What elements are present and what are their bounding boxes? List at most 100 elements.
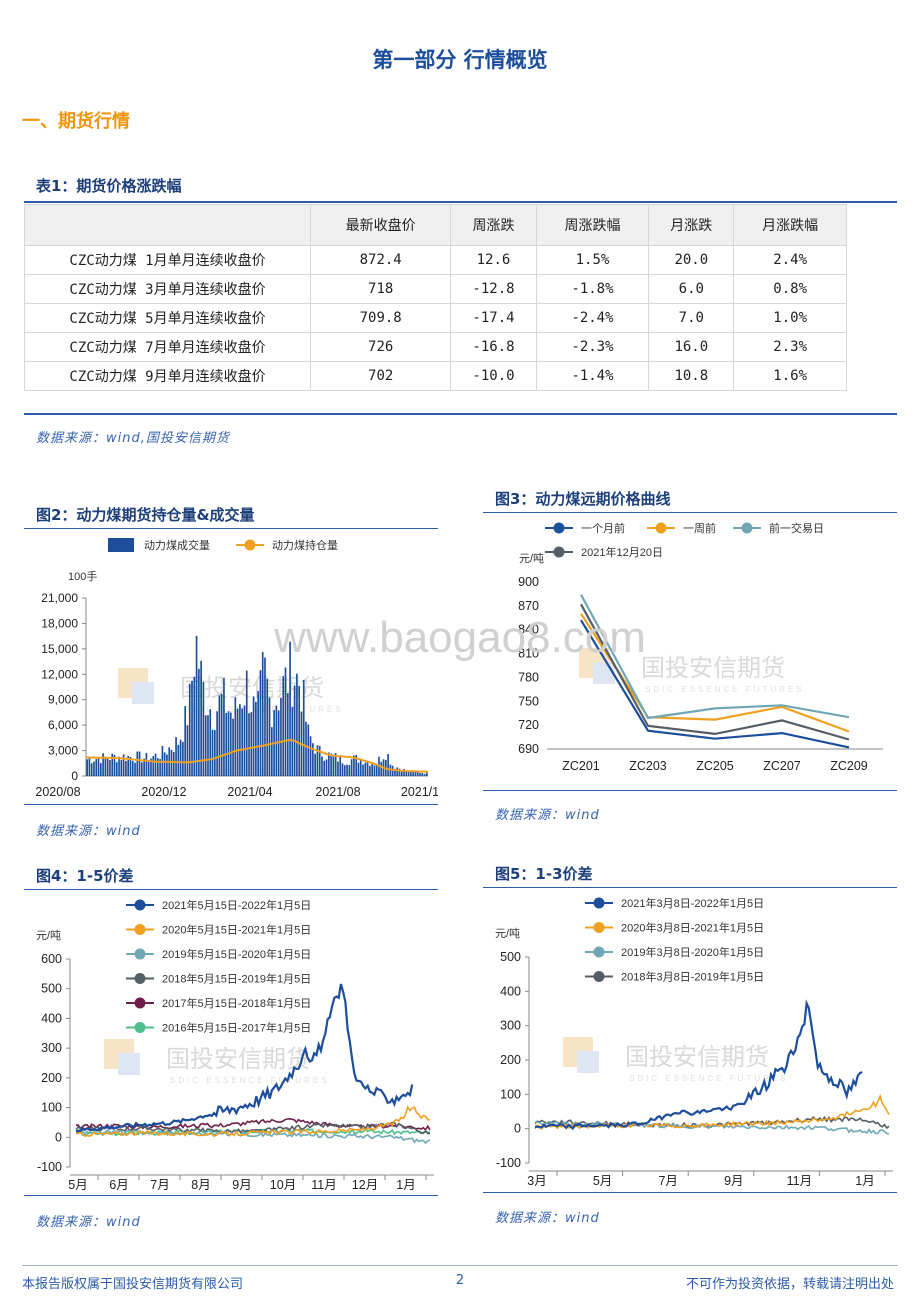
table-cell: -17.4 bbox=[450, 303, 537, 333]
legend-label: 2021年3月8日-2022年1月5日 bbox=[621, 896, 764, 910]
legend-marker bbox=[134, 1022, 146, 1033]
legend-label: 2017年5月15日-2018年1月5日 bbox=[162, 996, 311, 1010]
watermark-company-en: SDIC ESSENCE FUTURES bbox=[629, 1074, 789, 1083]
fig3-chart: 国投安信期货 SDIC ESSENCE FUTURES 一个月前 一周前 前一交易日 20… bbox=[518, 521, 883, 773]
volume-bar bbox=[407, 770, 410, 776]
volume-bar bbox=[245, 670, 248, 776]
volume-bar bbox=[229, 712, 232, 776]
legend-marker bbox=[593, 897, 605, 909]
volume-bar bbox=[172, 752, 175, 776]
volume-bar bbox=[375, 764, 378, 776]
x-tick-label: 2021/1 bbox=[401, 785, 438, 799]
table-cell: 1.6% bbox=[733, 361, 847, 391]
volume-bar bbox=[309, 736, 312, 776]
volume-bar bbox=[350, 759, 353, 776]
volume-bar bbox=[353, 755, 355, 776]
table-cell: -1.8% bbox=[535, 274, 650, 304]
price-change-table: 最新收盘价 周涨跌 周涨跌幅 月涨跌 月涨跌幅 CZC动力煤 1月单月连续收盘价… bbox=[24, 204, 847, 391]
volume-bar bbox=[264, 657, 266, 776]
watermark-company: 国投安信期货 bbox=[625, 1044, 769, 1071]
volume-bar bbox=[305, 721, 307, 776]
legend-marker bbox=[134, 899, 146, 911]
page-number: 2 bbox=[455, 1273, 465, 1288]
volume-bar bbox=[186, 725, 189, 776]
x-tick-label: 8月 bbox=[191, 1178, 210, 1192]
y-tick-label: 12,000 bbox=[41, 667, 78, 681]
volume-bar bbox=[109, 760, 111, 776]
table-header-cell bbox=[24, 204, 311, 246]
volume-bar bbox=[298, 686, 301, 776]
x-tick-label: 2021/04 bbox=[227, 785, 272, 799]
table-cell: -12.8 bbox=[450, 274, 537, 304]
volume-bar bbox=[387, 753, 389, 776]
series-line bbox=[75, 1127, 431, 1137]
y-tick-label: 0 bbox=[71, 769, 78, 783]
volume-bar bbox=[202, 681, 205, 776]
legend-label: 2019年5月15日-2020年1月5日 bbox=[162, 947, 311, 961]
volume-bar bbox=[339, 755, 342, 776]
volume-bar bbox=[284, 667, 287, 776]
legend-marker bbox=[593, 946, 605, 958]
y-tick-label: 780 bbox=[518, 670, 539, 684]
watermark-logo-square bbox=[132, 682, 154, 704]
legend-marker bbox=[134, 924, 146, 935]
y-tick-label: 0 bbox=[514, 1122, 521, 1136]
fig4-source: 数据来源：wind bbox=[36, 1215, 141, 1230]
fig4-top-rule bbox=[24, 889, 438, 890]
volume-bar bbox=[216, 711, 218, 776]
table-header-cell: 月涨跌 bbox=[648, 204, 735, 246]
x-tick-label: 3月 bbox=[527, 1174, 546, 1188]
volume-bar bbox=[131, 761, 134, 776]
volume-bar bbox=[321, 756, 323, 776]
fig2-top-rule bbox=[24, 528, 438, 529]
table-cell: 16.0 bbox=[648, 332, 735, 362]
x-tick-label: 5月 bbox=[68, 1178, 87, 1192]
volume-bar bbox=[177, 744, 180, 776]
volume-bar bbox=[421, 773, 424, 776]
fig5-top-rule bbox=[483, 887, 897, 888]
x-tick-label: 11月 bbox=[311, 1178, 336, 1192]
table-cell: 2.4% bbox=[733, 245, 847, 275]
fig4-title: 图4：1-5价差 bbox=[36, 867, 134, 885]
volume-bar bbox=[296, 673, 298, 776]
table-cell: -1.4% bbox=[535, 361, 650, 391]
y-tick-label: 6,000 bbox=[48, 718, 78, 732]
table-header-row: 最新收盘价 周涨跌 周涨跌幅 月涨跌 月涨跌幅 bbox=[24, 204, 847, 246]
x-tick-label: 7月 bbox=[658, 1174, 677, 1188]
footer-copyright: 本报告版权属于国投安信期货有限公司 bbox=[22, 1277, 244, 1292]
table-cell: 726 bbox=[309, 332, 452, 362]
volume-bar bbox=[318, 745, 321, 776]
table-row: CZC动力煤 5月单月连续收盘价 709.8 -17.4 -2.4% 7.0 1… bbox=[24, 303, 847, 333]
volume-bar bbox=[166, 754, 168, 776]
volume-bar bbox=[412, 770, 415, 776]
fig3-top-rule bbox=[483, 512, 897, 513]
y-tick-label: 690 bbox=[518, 742, 539, 756]
table-header-cell: 周涨跌 bbox=[450, 204, 537, 246]
x-tick-label: 2020/08 bbox=[35, 785, 80, 799]
watermark-logo-square bbox=[577, 1051, 599, 1073]
legend-label: 2016年5月15日-2017年1月5日 bbox=[162, 1021, 311, 1035]
y-tick-label: 500 bbox=[41, 982, 62, 996]
series-line bbox=[75, 1128, 431, 1145]
legend-marker bbox=[655, 522, 667, 534]
volume-bar bbox=[113, 754, 116, 776]
volume-bar bbox=[359, 759, 362, 776]
legend-label: 2021年5月15日-2022年1月5日 bbox=[162, 898, 311, 912]
section-title: 一、期货行情 bbox=[22, 111, 130, 132]
watermark-company: 国投安信期货 bbox=[166, 1046, 310, 1073]
legend-label: 前一交易日 bbox=[769, 521, 824, 535]
y-tick-label: 870 bbox=[518, 599, 539, 613]
volume-bar bbox=[423, 773, 426, 776]
volume-bar bbox=[159, 759, 161, 776]
legend-marker bbox=[134, 948, 146, 960]
legend-marker bbox=[134, 997, 146, 1009]
x-tick-label: ZC201 bbox=[562, 759, 600, 773]
table-cell: -2.3% bbox=[535, 332, 650, 362]
volume-bar bbox=[396, 767, 399, 776]
volume-bar bbox=[129, 756, 132, 776]
volume-bar bbox=[191, 680, 193, 776]
legend-label: 2018年3月8日-2019年1月5日 bbox=[621, 970, 764, 984]
series-line bbox=[580, 594, 850, 720]
volume-bar bbox=[134, 762, 136, 776]
volume-bar bbox=[102, 753, 104, 776]
